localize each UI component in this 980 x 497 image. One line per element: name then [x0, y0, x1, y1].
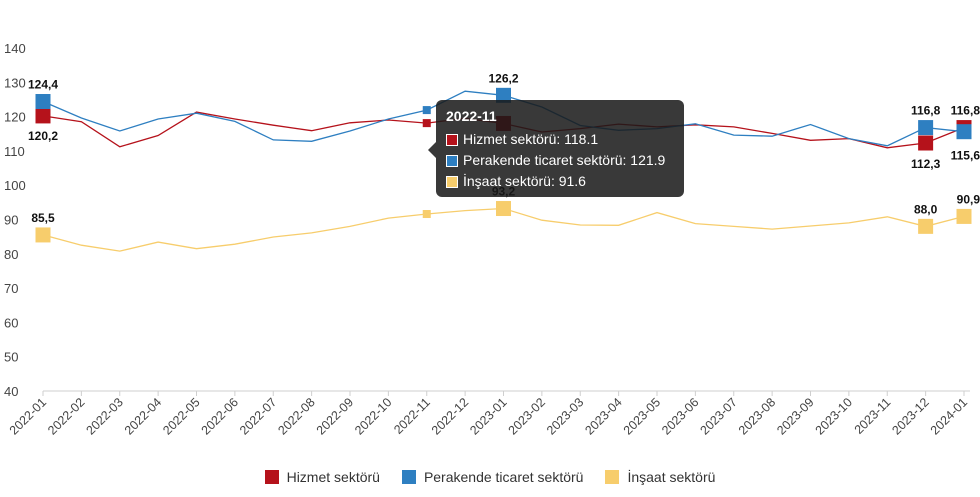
x-tick-label: 2022-09	[314, 395, 356, 437]
series-markers	[35, 87, 972, 243]
x-tick-label: 2023-10	[813, 395, 855, 437]
data-label-perakende: 115,6	[951, 149, 980, 163]
y-tick-label: 90	[4, 213, 18, 228]
x-tick-label: 2022-07	[237, 395, 279, 437]
legend-swatch-hizmet	[264, 470, 279, 484]
y-tick-label: 50	[4, 350, 18, 365]
x-tick-label: 2023-08	[736, 395, 778, 437]
legend-swatch-insaat	[605, 470, 620, 484]
y-tick-label: 110	[4, 144, 25, 159]
x-tick-label: 2023-03	[544, 395, 586, 437]
data-label-perakende: 124,4	[28, 78, 58, 92]
x-tick-label: 2023-06	[659, 395, 701, 437]
tooltip-swatch-insaat	[446, 175, 458, 188]
chart-legend: Hizmet sektörü Perakende ticaret sektörü…	[0, 466, 980, 488]
x-tick-label: 2022-11	[391, 395, 433, 437]
tooltip-row-insaat: İnşaat sektörü: 91.6	[446, 171, 674, 192]
x-tick-label: 2023-07	[698, 395, 740, 437]
data-point-insaat	[496, 201, 511, 217]
data-label-insaat: 85,5	[31, 211, 55, 225]
y-tick-label: 120	[4, 110, 26, 125]
y-tick-label: 40	[4, 384, 18, 399]
data-label-perakende: 126,2	[488, 71, 518, 85]
data-point-perakende	[956, 124, 972, 140]
legend-item-perakende[interactable]: Perakende ticaret sektörü	[401, 469, 584, 485]
line-chart: 4050607080901001101201301402022-012022-0…	[4, 41, 980, 438]
tooltip-text-perakende: Perakende ticaret sektörü: 121.9	[463, 152, 666, 168]
tooltip-row-hizmet: Hizmet sektörü: 118.1	[446, 129, 674, 150]
x-tick-label: 2023-11	[852, 395, 894, 437]
data-point-hizmet	[35, 108, 51, 124]
y-tick-label: 100	[4, 178, 26, 193]
tooltip-text-hizmet: Hizmet sektörü: 118.1	[463, 131, 599, 147]
data-point-insaat	[918, 218, 934, 234]
y-tick-label: 60	[4, 315, 18, 330]
x-tick-label: 2023-09	[774, 395, 816, 437]
x-tick-label: 2022-01	[7, 395, 49, 437]
x-tick-label: 2023-05	[621, 395, 663, 437]
legend-label-hizmet: Hizmet sektörü	[286, 469, 380, 485]
tooltip-text-insaat: İnşaat sektörü: 91.6	[463, 173, 586, 189]
data-point-insaat	[35, 227, 51, 243]
data-point-perakende	[35, 94, 51, 110]
x-tick-label: 2022-12	[429, 395, 471, 437]
data-label-perakende: 116,8	[911, 104, 941, 118]
x-tick-label: 2023-01	[467, 395, 509, 437]
x-tick-label: 2022-10	[352, 395, 394, 437]
data-point-insaat-small	[422, 210, 431, 219]
y-tick-label: 70	[4, 281, 18, 296]
tooltip-swatch-hizmet	[446, 133, 458, 146]
legend-item-hizmet[interactable]: Hizmet sektörü	[264, 469, 380, 485]
x-tick-label: 2023-04	[582, 395, 624, 437]
data-label-insaat: 90,9	[957, 192, 980, 206]
point-labels: 120,2 112,3 116,8 124,4 126,2 116,8 115,6 85,5 9…	[28, 71, 980, 225]
data-point-hizmet-small	[422, 119, 431, 128]
x-tick-label: 2022-06	[199, 395, 241, 437]
data-label-hizmet: 116,8	[951, 104, 980, 118]
legend-item-insaat[interactable]: İnşaat sektörü	[605, 469, 715, 485]
data-point-perakende-small	[422, 106, 431, 115]
x-tick-label: 2023-02	[506, 395, 548, 437]
x-tick-label: 2022-08	[275, 395, 317, 437]
x-tick-label: 2023-12	[889, 395, 931, 437]
y-tick-label: 80	[4, 247, 18, 262]
data-point-hizmet	[918, 135, 934, 151]
data-point-perakende	[496, 87, 511, 103]
tooltip-swatch-perakende	[446, 154, 458, 167]
legend-swatch-perakende	[401, 470, 416, 484]
tooltip-title: 2022-11	[446, 108, 497, 124]
x-tick-label: 2022-05	[160, 395, 202, 437]
tooltip-row-perakende: Perakende ticaret sektörü: 121.9	[446, 150, 674, 171]
legend-label-insaat: İnşaat sektörü	[627, 469, 716, 485]
data-label-hizmet: 112,3	[911, 157, 941, 171]
data-label-hizmet: 120,2	[28, 129, 58, 143]
x-tick-label: 2022-02	[45, 395, 87, 437]
y-tick-label: 140	[4, 41, 26, 56]
x-tick-label: 2024-01	[928, 395, 970, 437]
x-tick-label: 2022-04	[122, 395, 164, 437]
data-point-perakende	[918, 120, 934, 136]
y-tick-label: 130	[4, 75, 26, 90]
data-point-insaat	[956, 208, 972, 224]
x-tick-label: 2022-03	[84, 395, 126, 437]
legend-label-perakende: Perakende ticaret sektörü	[423, 469, 584, 485]
data-label-insaat: 88,0	[914, 202, 938, 216]
hover-tooltip: 2022-11 Hizmet sektörü: 118.1 Perakende …	[428, 100, 684, 197]
